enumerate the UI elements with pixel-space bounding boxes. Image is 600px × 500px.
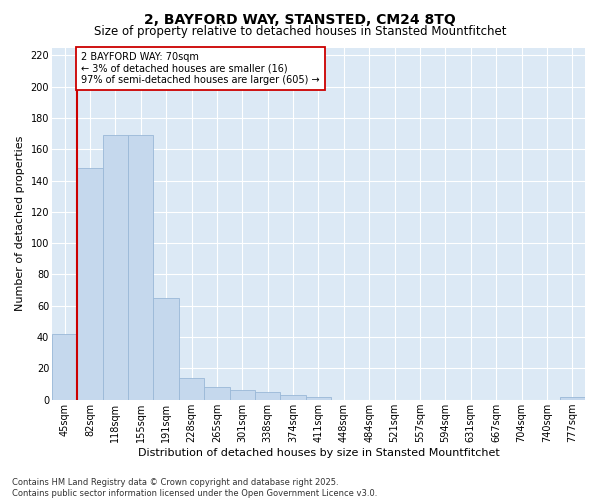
Bar <box>179 378 204 400</box>
Y-axis label: Number of detached properties: Number of detached properties <box>15 136 25 312</box>
Bar <box>77 168 103 400</box>
Bar <box>306 396 331 400</box>
Bar <box>280 395 306 400</box>
Bar <box>255 392 280 400</box>
Bar <box>154 298 179 400</box>
Bar <box>52 334 77 400</box>
Bar <box>230 390 255 400</box>
Text: Size of property relative to detached houses in Stansted Mountfitchet: Size of property relative to detached ho… <box>94 25 506 38</box>
Bar <box>204 387 230 400</box>
X-axis label: Distribution of detached houses by size in Stansted Mountfitchet: Distribution of detached houses by size … <box>137 448 499 458</box>
Text: 2, BAYFORD WAY, STANSTED, CM24 8TQ: 2, BAYFORD WAY, STANSTED, CM24 8TQ <box>144 12 456 26</box>
Bar <box>128 135 154 400</box>
Bar <box>103 135 128 400</box>
Text: 2 BAYFORD WAY: 70sqm
← 3% of detached houses are smaller (16)
97% of semi-detach: 2 BAYFORD WAY: 70sqm ← 3% of detached ho… <box>81 52 320 86</box>
Bar <box>560 396 585 400</box>
Text: Contains HM Land Registry data © Crown copyright and database right 2025.
Contai: Contains HM Land Registry data © Crown c… <box>12 478 377 498</box>
